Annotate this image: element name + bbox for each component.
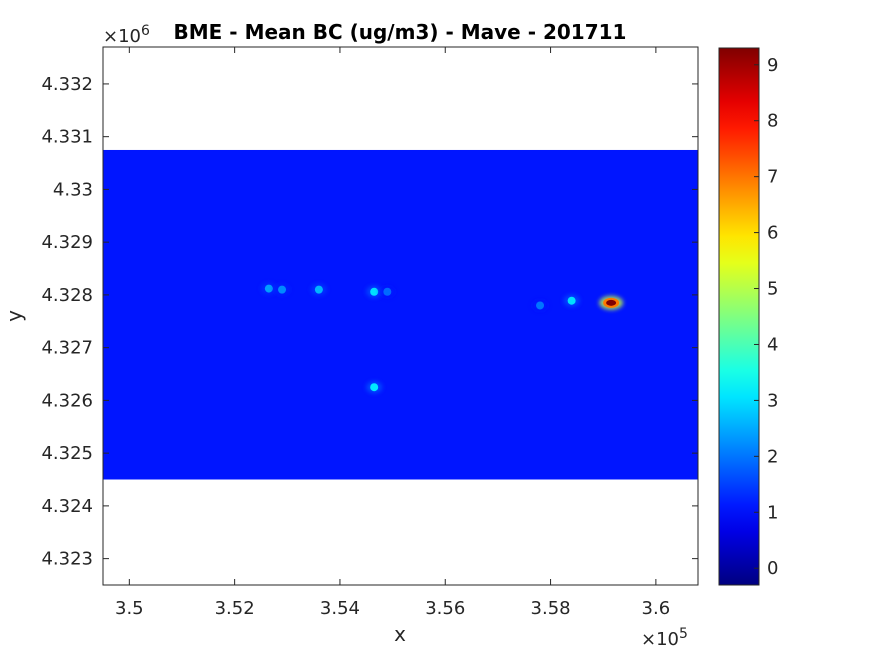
- y-axis-exponent: ×106: [103, 23, 150, 47]
- hotspot: [599, 295, 624, 310]
- hotspot: [563, 294, 580, 307]
- y-tick-label: 4.332: [41, 74, 93, 95]
- hotspot: [532, 299, 549, 312]
- y-axis-exponent-base: ×10: [103, 26, 141, 47]
- colorbar-tick-label: 7: [767, 167, 778, 188]
- x-axis-label: x: [394, 622, 406, 646]
- hotspot: [260, 282, 277, 295]
- colorbar-tick-label: 3: [767, 390, 778, 411]
- y-axis-ticks: 4.323 4.324 4.325 4.326 4.327 4.328 4.329 4.33 4…: [41, 74, 698, 570]
- x-tick-label: 3.58: [531, 598, 571, 619]
- y-axis-exponent-power: 6: [141, 23, 150, 39]
- x-tick-label: 3.52: [215, 598, 255, 619]
- colorbar-tick-label: 4: [767, 334, 778, 355]
- colorbar-tick-label: 5: [767, 279, 778, 300]
- hotspot: [310, 283, 327, 296]
- y-tick-label: 4.325: [41, 443, 93, 464]
- y-tick-label: 4.326: [41, 390, 93, 411]
- colorbar-frame: [718, 47, 760, 586]
- x-tick-label: 3.6: [642, 598, 671, 619]
- y-tick-label: 4.327: [41, 338, 93, 359]
- hotspot: [379, 285, 396, 298]
- colorbar-ticks: 0 1 2 3 4 5 6 7 8 9: [754, 55, 778, 579]
- heatmap-field: [103, 149, 698, 480]
- colorbar-tick-label: 1: [767, 502, 778, 523]
- hotspot: [366, 285, 383, 298]
- x-axis-exponent: ×105: [641, 626, 688, 650]
- hotspot: [274, 283, 291, 296]
- colorbar-tick-label: 0: [767, 558, 778, 579]
- x-axis-exponent-base: ×10: [641, 629, 679, 650]
- x-axis-ticks: 3.5 3.52 3.54 3.56 3.58 3.6: [115, 47, 670, 619]
- x-tick-label: 3.56: [425, 598, 465, 619]
- chart-title: BME - Mean BC (ug/m3) - Mave - 201711: [174, 20, 627, 44]
- y-axis-label: y: [2, 310, 26, 322]
- x-tick-label: 3.54: [320, 598, 360, 619]
- colorbar-tick-label: 9: [767, 55, 778, 76]
- y-tick-label: 4.329: [41, 232, 93, 253]
- y-tick-label: 4.323: [41, 549, 93, 570]
- y-tick-label: 4.331: [41, 127, 93, 148]
- field-background: [103, 149, 698, 480]
- colorbar-tick-label: 2: [767, 446, 778, 467]
- y-tick-label: 4.33: [53, 179, 93, 200]
- colorbar: [719, 48, 759, 585]
- y-tick-label: 4.324: [41, 496, 93, 517]
- colorbar-tick-label: 6: [767, 223, 778, 244]
- y-tick-label: 4.328: [41, 285, 93, 306]
- hotspot: [366, 381, 383, 394]
- x-tick-label: 3.5: [115, 598, 144, 619]
- x-axis-exponent-power: 5: [679, 626, 688, 642]
- plot-frame: [102, 46, 699, 586]
- colorbar-tick-label: 8: [767, 111, 778, 132]
